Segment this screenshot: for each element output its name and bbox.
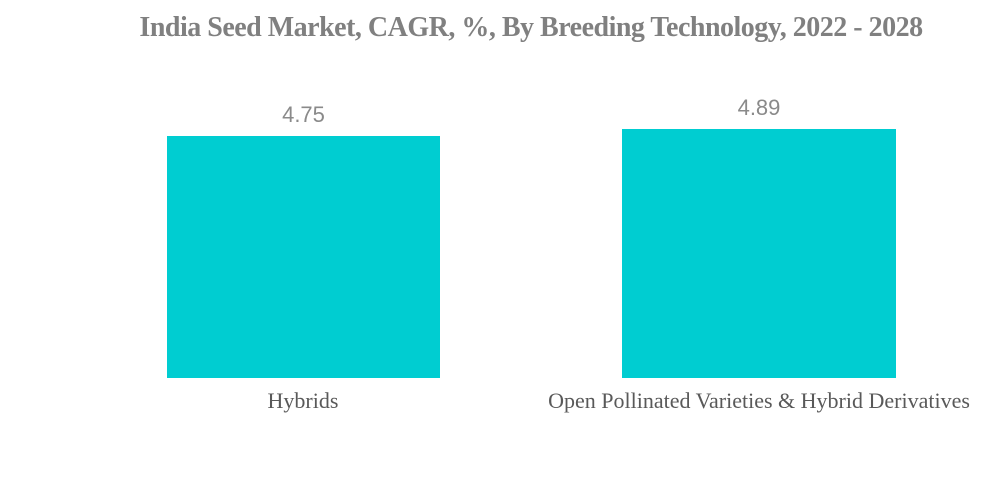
bar-group-hybrids: 4.75 xyxy=(167,101,440,378)
bar-hybrids xyxy=(167,136,440,378)
category-label-hybrids: Hybrids xyxy=(267,388,339,413)
value-label-open-pollinated: 4.89 xyxy=(737,94,781,120)
chart-title: India Seed Market, CAGR, %, By Breeding … xyxy=(139,12,923,43)
bar-open-pollinated xyxy=(622,129,896,378)
bar-group-open-pollinated: 4.89 xyxy=(622,94,896,378)
value-label-hybrids: 4.75 xyxy=(282,101,325,127)
category-label-open-pollinated: Open Pollinated Varieties & Hybrid Deriv… xyxy=(548,388,970,413)
